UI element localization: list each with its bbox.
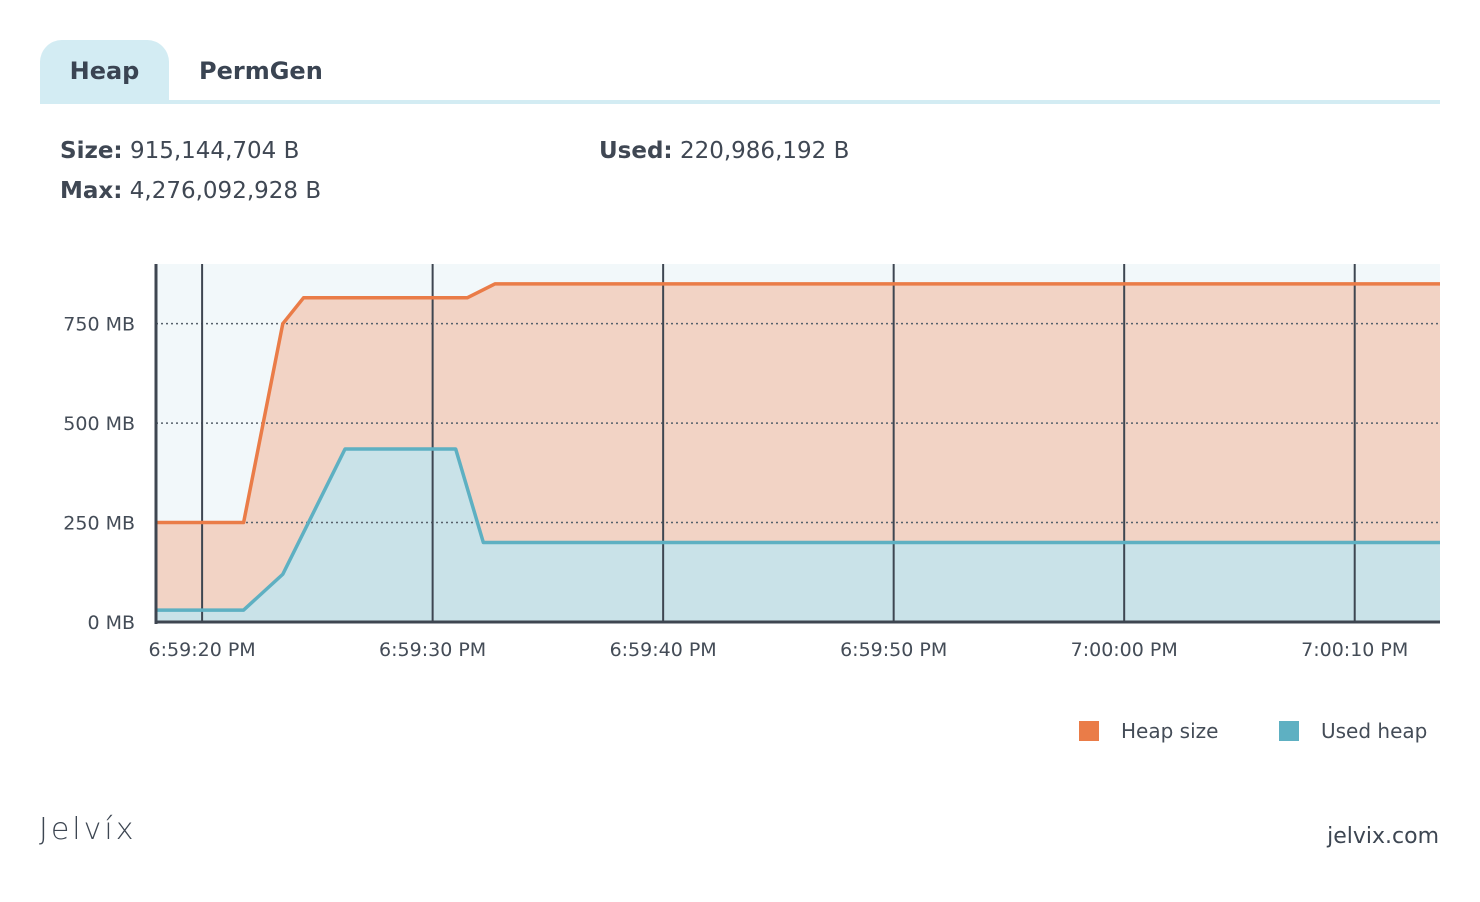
heap-size-swatch bbox=[1079, 721, 1099, 741]
brand-logo: Jelvíx bbox=[39, 812, 137, 847]
size-value: 915,144,704 B bbox=[129, 138, 300, 164]
y-tick-label: 500 MB bbox=[63, 413, 135, 435]
legend-item-heap-size: Heap size bbox=[1079, 716, 1218, 746]
legend-heap-size-label: Heap size bbox=[1121, 719, 1219, 743]
x-tick-label: 6:59:20 PM bbox=[149, 639, 256, 661]
x-tick-label: 7:00:10 PM bbox=[1301, 639, 1408, 661]
y-tick-label: 750 MB bbox=[63, 314, 135, 336]
used-value: 220,986,192 B bbox=[679, 138, 850, 164]
legend-item-used-heap: Used heap bbox=[1279, 716, 1427, 746]
size-stat: Size: 915,144,704 B bbox=[60, 138, 299, 164]
series-line-used-heap bbox=[156, 447, 1440, 612]
x-tick-label: 6:59:30 PM bbox=[379, 639, 486, 661]
used-heap-swatch bbox=[1279, 721, 1299, 741]
x-tick-label: 6:59:40 PM bbox=[610, 639, 717, 661]
x-tick-label: 6:59:50 PM bbox=[840, 639, 947, 661]
heap-chart: 0 MB 250 MB 500 MB 750 MB 6:59:20 PM 6:59:30 … bbox=[63, 264, 1440, 661]
y-tick-label: 0 MB bbox=[87, 612, 135, 634]
max-stat: Max: 4,276,092,928 B bbox=[60, 178, 321, 204]
size-label: Size: bbox=[60, 138, 123, 164]
used-label: Used: bbox=[599, 138, 673, 164]
y-tick-label: 250 MB bbox=[63, 513, 135, 535]
tab-heap[interactable]: Heap bbox=[40, 40, 169, 102]
series-area-used-heap bbox=[156, 448, 1440, 622]
x-tick-label: 7:00:00 PM bbox=[1071, 639, 1178, 661]
series-line-heap-size bbox=[156, 282, 1440, 525]
max-label: Max: bbox=[60, 178, 123, 204]
used-stat: Used: 220,986,192 B bbox=[599, 138, 849, 164]
tab-underline bbox=[40, 100, 1440, 104]
tab-permgen[interactable]: PermGen bbox=[199, 57, 323, 85]
max-value: 4,276,092,928 B bbox=[129, 178, 322, 204]
legend-used-heap-label: Used heap bbox=[1321, 719, 1428, 743]
site-url: jelvix.com bbox=[1327, 824, 1439, 849]
tab-bar: Heap PermGen bbox=[40, 40, 1440, 104]
